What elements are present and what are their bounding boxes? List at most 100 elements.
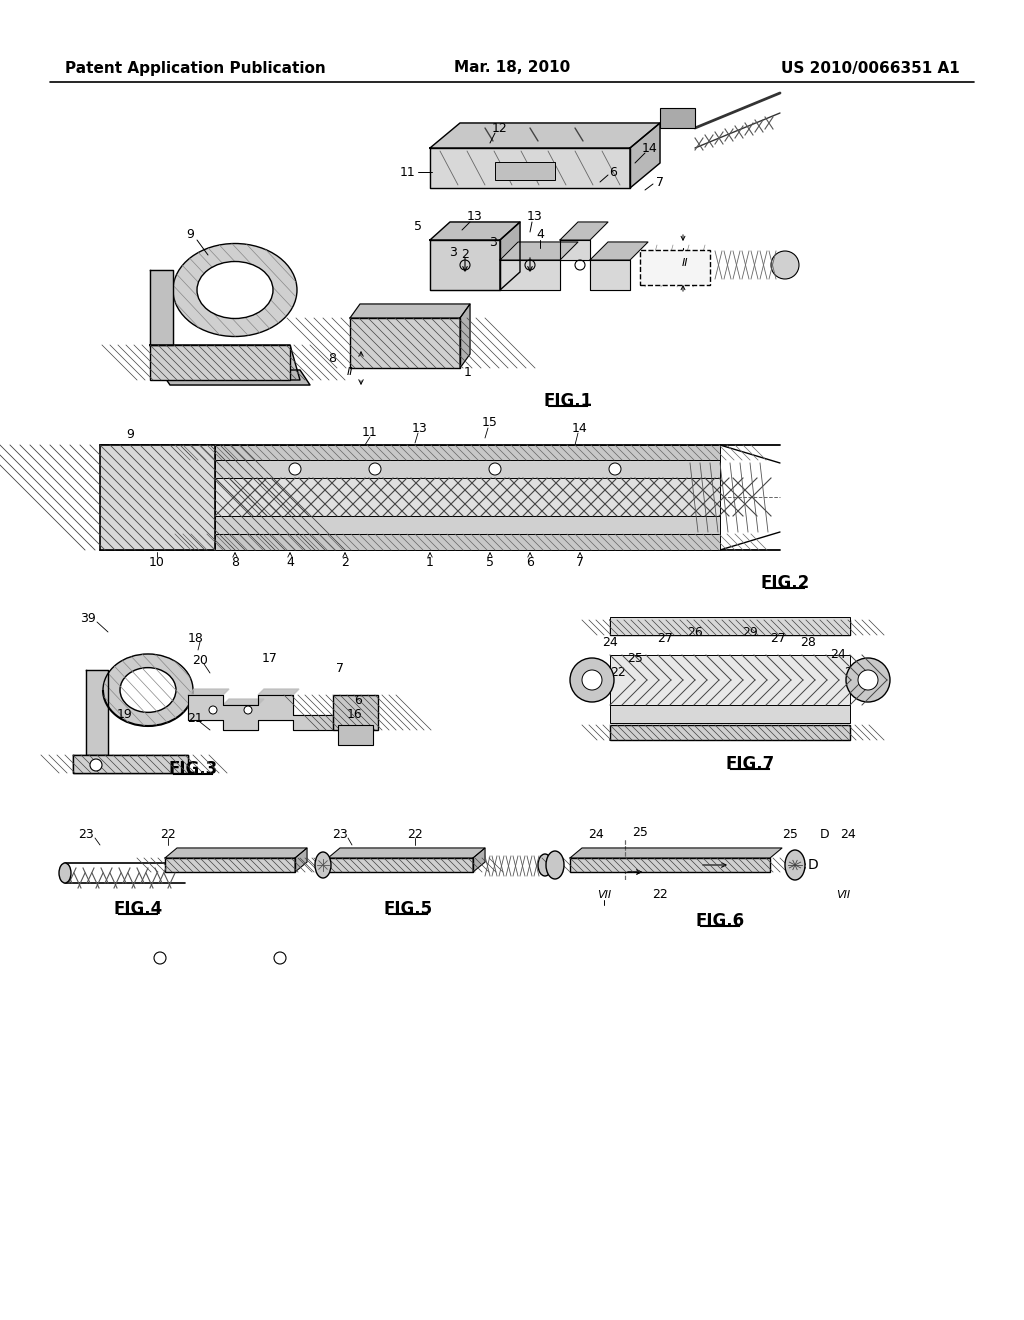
Ellipse shape [197, 261, 273, 318]
Polygon shape [166, 705, 182, 718]
Bar [640, 249, 710, 285]
Text: 25: 25 [782, 829, 798, 842]
Polygon shape [430, 222, 520, 240]
Polygon shape [114, 663, 130, 676]
Text: FIG.2: FIG.2 [761, 574, 810, 591]
Bar [495, 162, 555, 180]
Text: 13: 13 [412, 421, 428, 434]
Text: 24: 24 [840, 829, 856, 842]
Polygon shape [430, 240, 500, 290]
Text: 27: 27 [657, 631, 673, 644]
Bar [610, 655, 850, 705]
Polygon shape [473, 847, 485, 873]
Polygon shape [133, 711, 143, 726]
Polygon shape [500, 260, 560, 290]
Text: FIG.4: FIG.4 [114, 900, 163, 917]
Text: 27: 27 [770, 631, 786, 644]
Polygon shape [148, 653, 156, 668]
Polygon shape [86, 671, 108, 755]
Text: II: II [347, 367, 353, 378]
Polygon shape [500, 242, 578, 260]
Polygon shape [103, 694, 122, 702]
Circle shape [609, 463, 621, 475]
Text: 5: 5 [486, 556, 494, 569]
Text: D: D [820, 829, 829, 842]
Text: 9: 9 [186, 228, 194, 242]
Text: 12: 12 [493, 121, 508, 135]
Text: 13: 13 [527, 210, 543, 223]
Polygon shape [500, 222, 520, 290]
Circle shape [369, 463, 381, 475]
Polygon shape [258, 689, 299, 696]
Bar [610, 725, 850, 741]
Ellipse shape [538, 854, 552, 876]
Polygon shape [169, 667, 187, 678]
Text: D: D [808, 858, 818, 873]
Text: 14: 14 [642, 141, 657, 154]
Circle shape [570, 657, 614, 702]
Text: 1: 1 [464, 366, 472, 379]
Text: 22: 22 [408, 828, 423, 841]
Polygon shape [560, 240, 590, 260]
Bar [610, 655, 850, 705]
Ellipse shape [59, 863, 71, 883]
Text: 11: 11 [400, 165, 416, 178]
Text: 18: 18 [188, 631, 204, 644]
Polygon shape [105, 698, 124, 708]
Polygon shape [162, 659, 177, 673]
Bar [215, 478, 720, 516]
Text: 6: 6 [354, 693, 361, 706]
Text: FIG.7: FIG.7 [725, 755, 774, 774]
Bar [150, 345, 290, 380]
Text: 25: 25 [844, 665, 860, 678]
Polygon shape [140, 653, 148, 668]
Bar [165, 858, 295, 873]
Bar [165, 858, 295, 873]
Text: 9: 9 [126, 429, 134, 441]
Polygon shape [153, 711, 164, 726]
Ellipse shape [315, 851, 331, 878]
Polygon shape [148, 711, 156, 726]
Polygon shape [169, 701, 187, 713]
Polygon shape [430, 148, 630, 187]
Bar [100, 445, 215, 550]
Circle shape [858, 671, 878, 690]
Text: VII: VII [597, 890, 611, 900]
Bar [570, 858, 770, 873]
Polygon shape [158, 709, 171, 723]
Polygon shape [590, 242, 648, 260]
Text: 24: 24 [588, 829, 604, 842]
Text: 5: 5 [414, 219, 422, 232]
Polygon shape [175, 690, 193, 696]
Polygon shape [114, 705, 130, 718]
Bar [570, 858, 770, 873]
Polygon shape [560, 222, 608, 240]
Text: 4: 4 [286, 556, 294, 569]
Ellipse shape [785, 850, 805, 880]
Polygon shape [73, 755, 188, 774]
Bar [333, 696, 378, 730]
Polygon shape [295, 847, 307, 873]
Text: 16: 16 [347, 709, 362, 722]
Text: 23: 23 [78, 828, 94, 841]
Circle shape [90, 759, 102, 771]
Polygon shape [119, 708, 134, 721]
Bar [100, 445, 215, 550]
Polygon shape [223, 700, 264, 705]
Text: 21: 21 [187, 711, 203, 725]
Bar [73, 755, 188, 774]
Polygon shape [103, 690, 121, 696]
Bar [610, 616, 850, 635]
Polygon shape [188, 689, 229, 696]
Polygon shape [105, 672, 124, 682]
Text: 23: 23 [332, 828, 348, 841]
Text: 25: 25 [627, 652, 643, 664]
Text: Mar. 18, 2010: Mar. 18, 2010 [454, 61, 570, 75]
Circle shape [244, 706, 252, 714]
Text: 29: 29 [742, 627, 758, 639]
Polygon shape [175, 684, 193, 690]
Text: 28: 28 [800, 636, 816, 649]
Polygon shape [174, 677, 193, 686]
Text: 14: 14 [572, 421, 588, 434]
Polygon shape [172, 672, 190, 682]
